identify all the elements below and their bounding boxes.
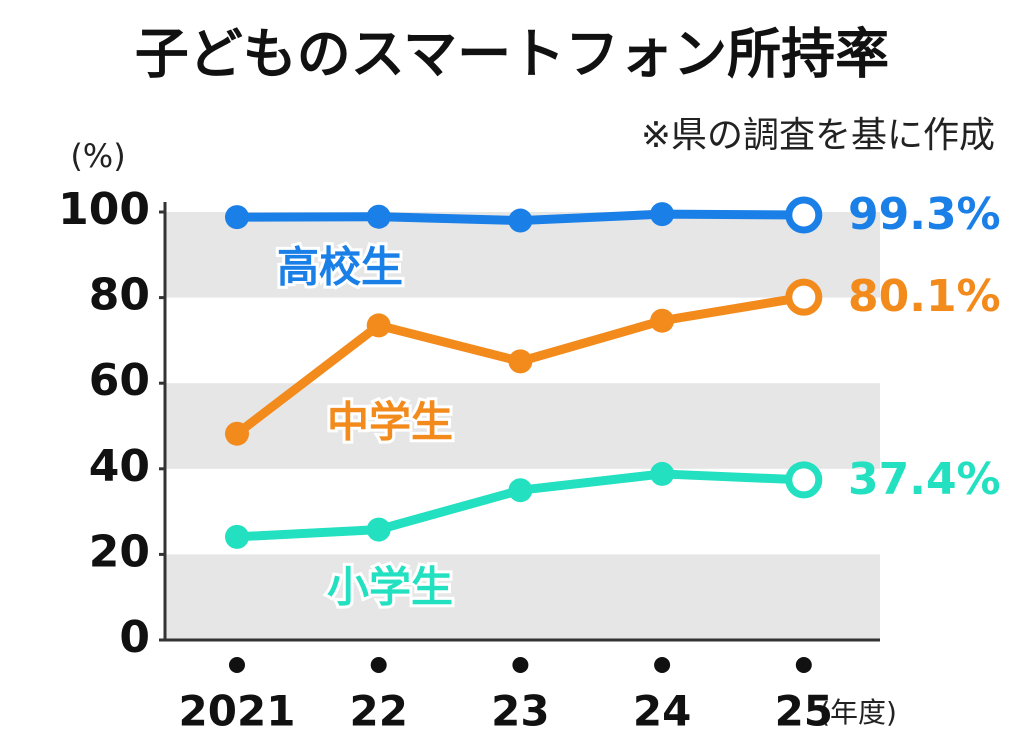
x-tick-dot [512,657,529,673]
data-point [508,349,533,374]
series-name: 中学生 [327,398,453,447]
data-point [366,313,391,338]
y-tick-label: 100 [58,184,150,235]
data-label: 99.3% [848,189,1001,240]
data-point [650,461,675,486]
x-tick-dot [370,657,387,673]
series-name: 高校生 [277,243,403,292]
x-tick-label: 25 [775,687,833,736]
y-tick-label: 80 [89,270,150,321]
x-tick-dot [229,657,245,673]
y-tick-label: 0 [119,612,150,663]
grid-band [165,383,880,469]
data-point [508,478,533,503]
x-tick-label: 24 [633,687,691,736]
chart-title: 子どものスマートフォン所持率 [135,23,889,86]
data-point [366,517,391,542]
data-point [650,202,675,227]
x-tick-label: 2021 [179,687,296,736]
subtitle: ※県の調査を基に作成 [641,115,995,156]
y-tick-label: 20 [89,526,150,577]
x-tick-label: 23 [491,687,549,736]
data-point [650,308,675,333]
data-point [366,204,391,229]
data-point [785,461,823,499]
x-tick-label: 22 [349,687,407,736]
data-point [785,278,823,316]
y-tick-label: 40 [89,441,150,492]
y-tick-label: 60 [89,355,150,406]
data-point [508,208,533,233]
data-label: 80.1% [848,271,1001,322]
data-label: 37.4% [848,454,1001,505]
series-name: 小学生 [327,563,453,612]
data-point [225,421,249,446]
data-point [785,196,823,234]
grid-band [165,554,880,640]
x-tick-dot [795,657,812,673]
data-point [225,205,249,230]
x-axis-label: (年度) [819,696,897,729]
data-point [225,524,249,549]
y-axis-label: (%) [70,137,125,175]
x-tick-dot [654,657,671,673]
